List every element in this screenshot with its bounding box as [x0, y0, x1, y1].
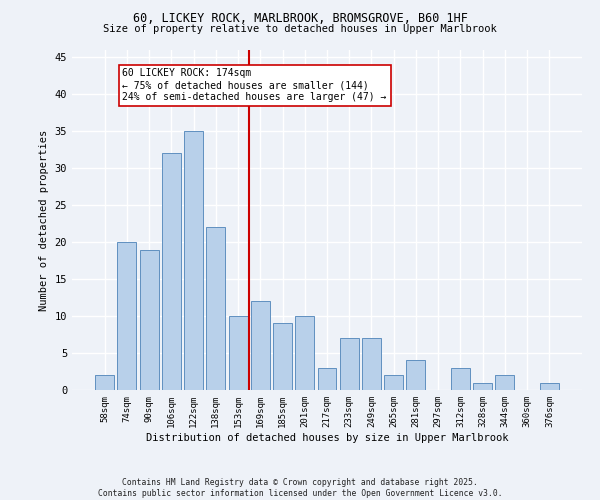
Bar	[384, 375, 403, 390]
Bar	[162, 154, 181, 390]
Y-axis label: Number of detached properties: Number of detached properties	[39, 130, 49, 310]
Bar	[229, 316, 248, 390]
Bar	[206, 228, 225, 390]
Bar	[273, 324, 292, 390]
Bar	[496, 375, 514, 390]
Bar	[540, 382, 559, 390]
Bar	[406, 360, 425, 390]
Bar	[140, 250, 158, 390]
Bar	[473, 382, 492, 390]
Bar	[340, 338, 359, 390]
X-axis label: Distribution of detached houses by size in Upper Marlbrook: Distribution of detached houses by size …	[146, 432, 508, 442]
Bar	[184, 132, 203, 390]
Text: Size of property relative to detached houses in Upper Marlbrook: Size of property relative to detached ho…	[103, 24, 497, 34]
Text: Contains HM Land Registry data © Crown copyright and database right 2025.
Contai: Contains HM Land Registry data © Crown c…	[98, 478, 502, 498]
Bar	[251, 302, 270, 390]
Bar	[317, 368, 337, 390]
Text: 60, LICKEY ROCK, MARLBROOK, BROMSGROVE, B60 1HF: 60, LICKEY ROCK, MARLBROOK, BROMSGROVE, …	[133, 12, 467, 26]
Bar	[362, 338, 381, 390]
Text: 60 LICKEY ROCK: 174sqm
← 75% of detached houses are smaller (144)
24% of semi-de: 60 LICKEY ROCK: 174sqm ← 75% of detached…	[122, 68, 387, 102]
Bar	[295, 316, 314, 390]
Bar	[451, 368, 470, 390]
Bar	[95, 375, 114, 390]
Bar	[118, 242, 136, 390]
